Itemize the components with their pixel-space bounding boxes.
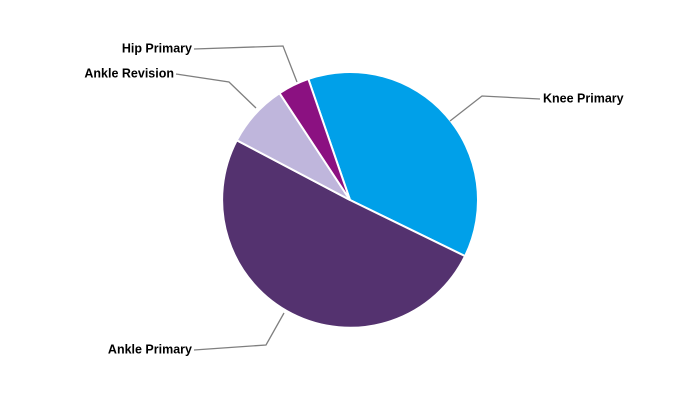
leader-line-ankle-primary [193,312,285,351]
slice-label-knee-primary: Knee Primary [543,91,624,105]
leader-lines-layer [175,45,541,351]
leader-line-ankle-revision [175,73,257,109]
labels-layer: Knee Primary Ankle Primary Ankle Revision H… [84,41,623,356]
leader-line-knee-primary [449,95,541,122]
slice-label-ankle-revision: Ankle Revision [84,66,174,80]
pie-slice-knee-primary [307,71,479,258]
pie-slice-ankle-primary [221,138,467,329]
leader-line-hip-primary [193,45,298,83]
slice-label-hip-primary: Hip Primary [122,41,192,55]
slice-label-ankle-primary: Ankle Primary [108,342,192,356]
slices-layer [221,71,479,329]
pie-slice-hip-primary [278,77,351,201]
